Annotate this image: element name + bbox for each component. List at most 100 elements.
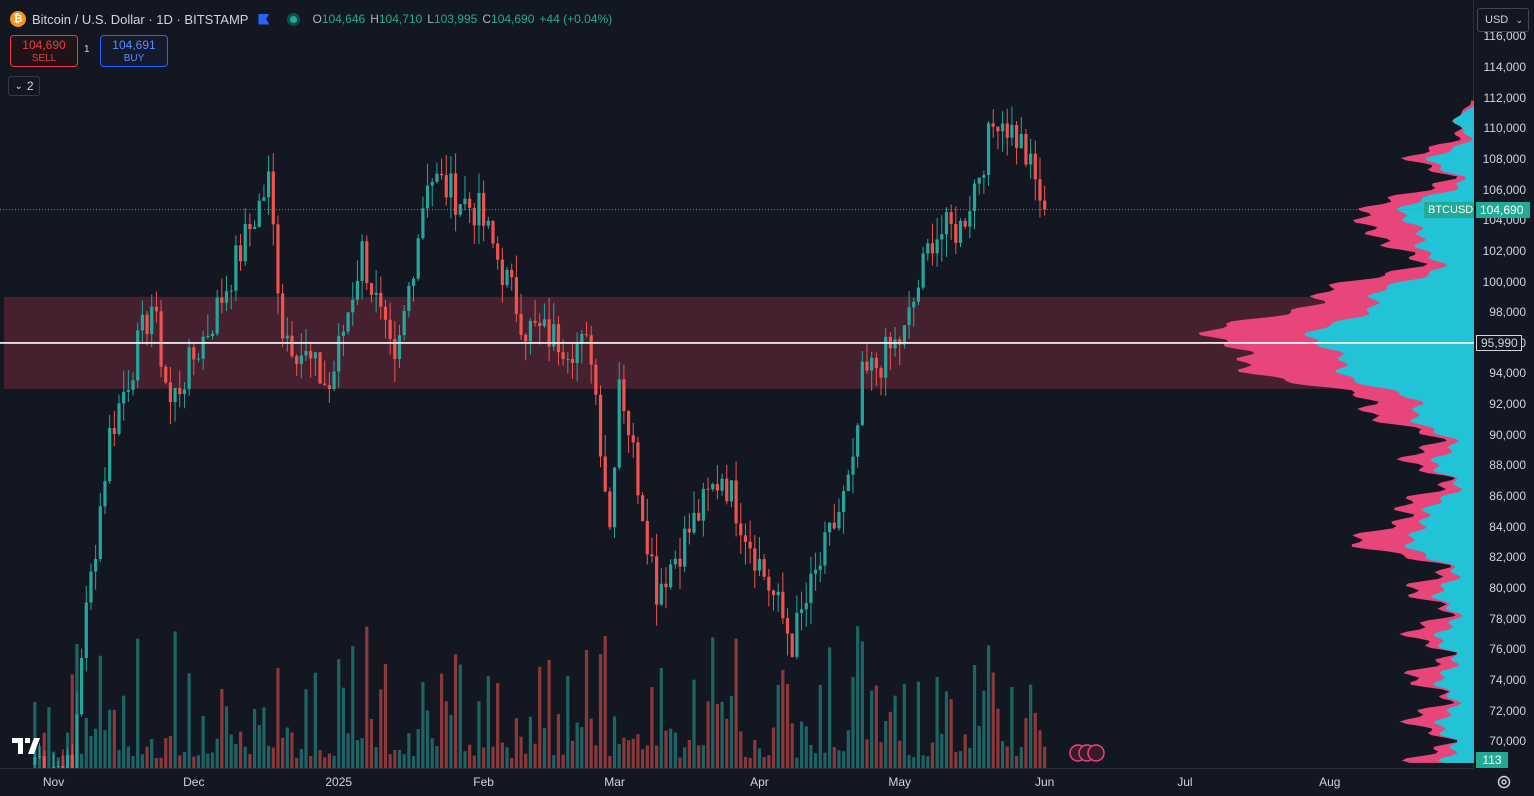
volume-bar xyxy=(570,740,575,768)
price-chart[interactable] xyxy=(0,0,1474,768)
high-value: H104,710 xyxy=(370,12,423,26)
volume-bar xyxy=(790,723,794,768)
price-tick: 82,000 xyxy=(1489,550,1526,565)
volume-bar xyxy=(907,755,911,768)
candle-body xyxy=(1000,123,1005,132)
close-value: C104,690 xyxy=(482,12,535,26)
volume-bar xyxy=(192,756,196,768)
flag-icon[interactable] xyxy=(258,13,270,25)
candle-body xyxy=(935,239,939,254)
chevron-down-icon: ⌄ xyxy=(1515,14,1523,25)
volume-bar xyxy=(496,683,500,768)
candle-body xyxy=(781,591,785,619)
currency-label: USD xyxy=(1485,14,1509,26)
candle-body xyxy=(510,269,514,278)
volume-bar xyxy=(856,626,860,768)
volume-bar xyxy=(65,732,70,768)
volume-bar xyxy=(168,736,173,768)
candle-body xyxy=(589,335,593,365)
candle-body xyxy=(505,269,509,285)
candle-body xyxy=(374,292,378,296)
candle-body xyxy=(711,484,715,490)
candle-body xyxy=(229,290,233,292)
candle-body xyxy=(220,297,224,303)
spread-value: 1 xyxy=(84,44,90,55)
volume-bar xyxy=(898,740,902,768)
sell-button[interactable]: 104,690 SELL xyxy=(10,35,78,67)
currency-select[interactable]: USD ⌄ xyxy=(1477,8,1529,32)
volume-bar xyxy=(402,754,406,768)
candle-body xyxy=(173,387,177,403)
horizontal-line-price-tag[interactable]: 95,990 xyxy=(1476,335,1522,351)
time-tick: Jun xyxy=(1034,775,1055,789)
candle-body xyxy=(463,198,467,205)
candle-body xyxy=(865,361,869,371)
price-tick: 70,000 xyxy=(1489,734,1526,749)
candle-body xyxy=(402,310,406,336)
volume-bar xyxy=(397,749,402,768)
volume-bar xyxy=(477,701,481,768)
volume-bar xyxy=(566,675,570,768)
candle-body xyxy=(496,243,500,260)
candle-body xyxy=(238,245,243,262)
volume-bar xyxy=(454,654,458,768)
candle-body xyxy=(715,484,719,491)
volume-bar xyxy=(243,746,247,768)
volume-bar xyxy=(514,718,518,768)
candle-body xyxy=(757,559,762,571)
candle-body xyxy=(425,185,430,209)
candle-body xyxy=(748,541,752,549)
volume-bar xyxy=(547,659,551,768)
volume-bar xyxy=(309,756,313,768)
volume-bar xyxy=(505,747,509,768)
candle-body xyxy=(556,324,561,353)
candle-body xyxy=(907,307,911,326)
candle-body xyxy=(491,220,495,244)
time-axis[interactable]: Nov Dec 2025 Feb Mar Apr May Jun Jul Aug xyxy=(0,768,1474,796)
chart-canvas[interactable] xyxy=(0,0,1474,768)
candle-body xyxy=(346,312,350,332)
price-tick: 84,000 xyxy=(1489,519,1526,534)
candle-body xyxy=(332,371,336,389)
candle-body xyxy=(842,490,846,513)
sell-price: 104,690 xyxy=(22,38,66,52)
volume-bar xyxy=(411,756,416,768)
price-axis[interactable]: 116,000 114,000 112,000 110,000 108,000 106,0… xyxy=(1474,0,1534,768)
price-tick: 102,000 xyxy=(1482,243,1526,258)
candle-body xyxy=(159,311,163,367)
candle-body xyxy=(809,573,813,603)
buy-button[interactable]: 104,691 BUY xyxy=(100,35,168,67)
volume-bar xyxy=(435,746,439,768)
candle-body xyxy=(89,571,93,603)
chevron-down-icon: ⌄ xyxy=(14,80,23,92)
candle-body xyxy=(921,253,925,288)
volume-bar xyxy=(837,750,841,768)
tradingview-logo-icon[interactable] xyxy=(12,736,46,761)
volume-bar xyxy=(963,734,967,768)
volume-bar xyxy=(47,707,51,768)
volume-bar xyxy=(753,740,757,768)
volume-bar xyxy=(748,757,752,768)
candle-body xyxy=(1043,200,1047,210)
volume-bar xyxy=(140,754,144,768)
candle-body xyxy=(140,314,144,331)
candle-body xyxy=(341,331,345,336)
candle-body xyxy=(1010,124,1014,138)
candle-body xyxy=(968,211,972,227)
candle-body xyxy=(164,366,168,383)
volume-bar xyxy=(136,638,140,768)
volume-bar xyxy=(500,742,504,768)
candle-body xyxy=(626,411,631,436)
candle-body xyxy=(439,173,444,176)
symbol-title[interactable]: Bitcoin / U.S. Dollar · 1D · BITSTAMP xyxy=(32,11,249,27)
market-status-icon[interactable] xyxy=(287,12,301,26)
volume-bar xyxy=(369,718,374,768)
settings-gear-icon[interactable] xyxy=(1494,772,1514,792)
volume-bar xyxy=(103,729,107,768)
indicators-toggle-button[interactable]: ⌄ 2 xyxy=(8,76,40,96)
volume-bar xyxy=(164,738,168,768)
volume-bar xyxy=(762,757,766,768)
candle-body xyxy=(916,287,921,302)
price-tick: 100,000 xyxy=(1482,274,1526,289)
volume-bar xyxy=(991,672,995,768)
